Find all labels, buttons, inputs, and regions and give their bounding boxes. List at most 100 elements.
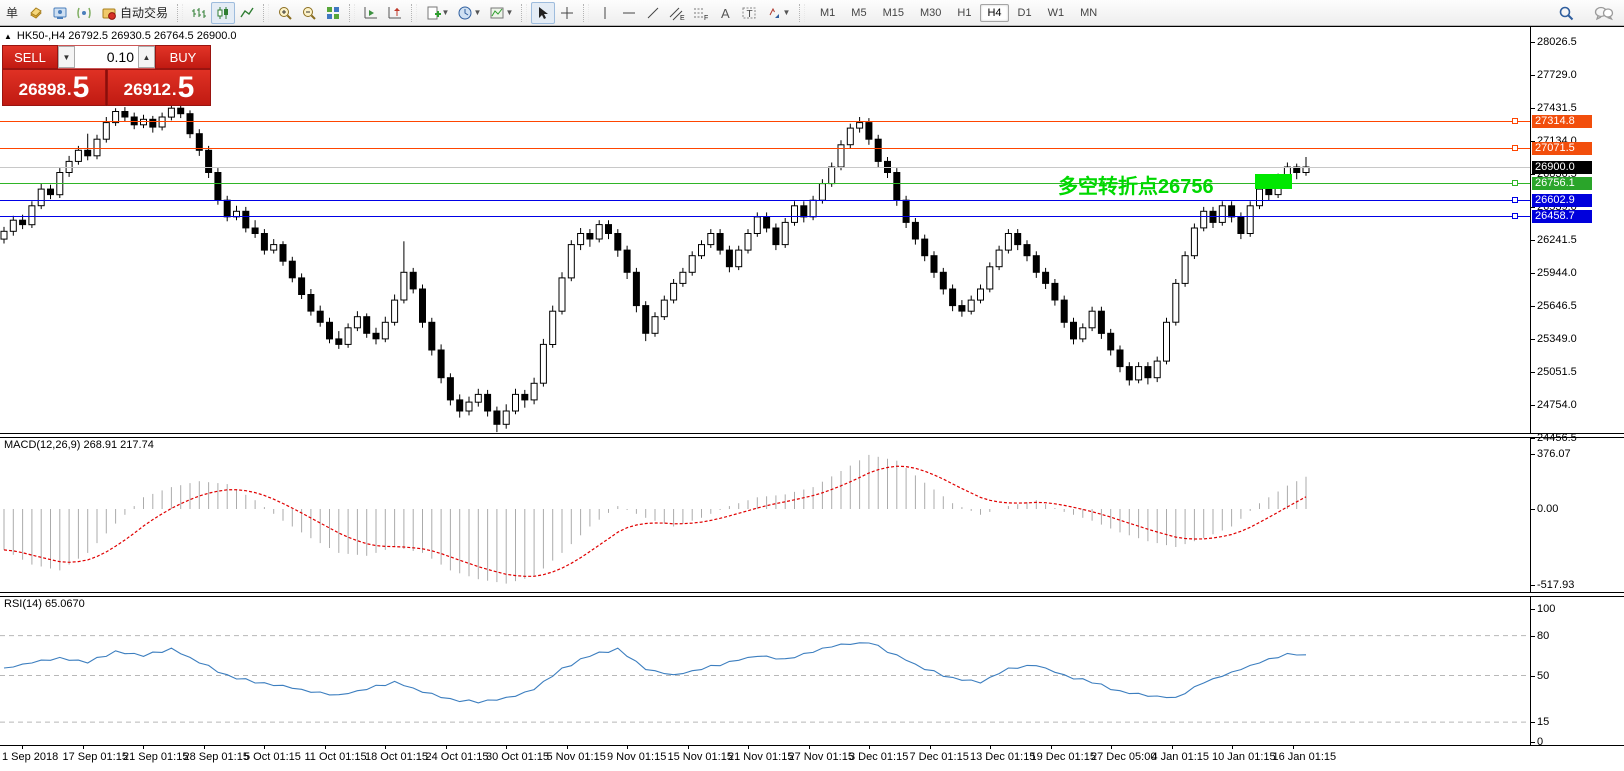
tile-windows-icon[interactable] <box>321 2 345 24</box>
chart-line-icon[interactable] <box>235 2 259 24</box>
line-handle[interactable] <box>1512 213 1518 219</box>
macd-panel[interactable] <box>0 436 1530 592</box>
horizontal-line-27071.5[interactable] <box>0 148 1530 149</box>
zoom-in-icon[interactable] <box>273 2 297 24</box>
time-axis-label: 16 Jan 01:15 <box>1272 751 1337 763</box>
autotrading-label: 自动交易 <box>120 6 169 20</box>
timeframe-h4[interactable]: H4 <box>980 3 1009 22</box>
time-axis-tick <box>990 745 991 749</box>
time-axis-label: 21 Nov 01:15 <box>728 751 794 763</box>
market-watch-icon[interactable] <box>48 2 72 24</box>
timeframe-m1[interactable]: M1 <box>820 6 836 19</box>
panel-separator[interactable] <box>0 433 1624 438</box>
search-icon[interactable] <box>1554 2 1578 24</box>
chat-icon[interactable] <box>1592 2 1616 24</box>
sell-price[interactable]: 26898. 5 <box>2 69 106 106</box>
time-axis-tick <box>929 745 931 749</box>
text-icon[interactable]: A <box>713 2 737 24</box>
chart-area[interactable]: ▲ HK50-,H4 26792.5 26930.5 26764.5 26900… <box>0 26 1624 771</box>
order-book-icon[interactable] <box>24 2 48 24</box>
rsi-axis-label: 0 <box>1537 736 1544 748</box>
time-axis-tick <box>808 745 810 749</box>
horizontal-line-26458.7[interactable] <box>0 216 1530 217</box>
price-axis-label: 25051.5 <box>1537 366 1577 378</box>
timeframe-m5[interactable]: M5 <box>851 6 867 19</box>
auto-scroll-icon[interactable] <box>359 2 383 24</box>
panel-separator[interactable] <box>0 592 1624 597</box>
macd-label: MACD(12,26,9) 268.91 217.74 <box>4 439 154 451</box>
price-line-tag: 27314.8 <box>1532 115 1592 128</box>
macd-axis-label: 376.07 <box>1537 448 1571 460</box>
price-axis-label: 24456.5 <box>1537 432 1577 444</box>
timeframe-w1[interactable]: W1 <box>1047 6 1065 19</box>
time-axis-label: 11 Oct 01:15 <box>304 751 367 763</box>
sell-button[interactable]: SELL <box>2 45 58 69</box>
time-axis-tick <box>264 745 265 749</box>
horizontal-line-27314.8[interactable] <box>0 121 1530 122</box>
horizontal-line-26602.9[interactable] <box>0 200 1530 201</box>
signals-icon[interactable] <box>72 2 96 24</box>
volume-down-button[interactable]: ▼ <box>58 46 75 68</box>
autotrading-button[interactable]: 自动交易 <box>96 2 173 24</box>
toolbar-separator <box>583 3 590 22</box>
time-axis-label: 19 Dec 01:15 <box>1030 751 1096 763</box>
time-axis-tick <box>1050 745 1052 749</box>
chart-bars-icon[interactable] <box>187 2 211 24</box>
annotation-rectangle[interactable] <box>1255 174 1292 189</box>
zoom-out-icon[interactable] <box>297 2 321 24</box>
time-axis-label: 10 Jan 01:15 <box>1212 751 1276 763</box>
price-axis-border <box>1530 26 1531 745</box>
trendline-icon[interactable] <box>641 2 665 24</box>
rsi-panel[interactable] <box>0 595 1530 745</box>
arrows-icon[interactable]: ▼ <box>761 2 795 24</box>
new-chart-button[interactable]: ▼ <box>421 2 453 24</box>
symbol-marker-icon: ▲ <box>4 31 12 41</box>
timeframe-m15[interactable]: M15 <box>882 6 904 19</box>
time-axis-tick <box>445 745 447 749</box>
chart-shift-icon[interactable] <box>383 2 407 24</box>
timeframe-d1[interactable]: D1 <box>1017 6 1032 19</box>
new-order-label: 单 <box>5 6 18 20</box>
timeframe-h1[interactable]: H1 <box>957 6 972 19</box>
volume-input[interactable] <box>75 46 138 68</box>
buy-price[interactable]: 26912. 5 <box>107 69 211 106</box>
horizontal-line-26756.1[interactable] <box>0 183 1530 184</box>
toolbar-separator <box>177 3 184 22</box>
time-axis-label: 18 Oct 01:15 <box>365 751 428 763</box>
text-label-icon[interactable]: T <box>737 2 761 24</box>
volume-up-button[interactable]: ▲ <box>138 46 155 68</box>
price-line-tag: 27071.5 <box>1532 142 1592 155</box>
horizontal-line-26900[interactable] <box>0 167 1530 168</box>
line-handle[interactable] <box>1512 145 1518 151</box>
crosshair-icon[interactable] <box>555 2 579 24</box>
time-axis-label: 17 Sep 01:15 <box>62 751 128 763</box>
time-axis-tick <box>1111 745 1112 749</box>
macd-axis-tick <box>1530 454 1535 455</box>
rsi-axis-tick <box>1530 722 1535 724</box>
price-panel[interactable] <box>0 28 1530 433</box>
chart-candles-icon[interactable] <box>211 1 236 24</box>
timeframe-m30[interactable]: M30 <box>919 6 942 19</box>
time-axis-tick <box>324 745 326 749</box>
price-line-tag: 26900.0 <box>1532 161 1592 174</box>
chevron-down-icon: ▼ <box>505 8 514 17</box>
toolbar-separator <box>349 3 356 22</box>
buy-button[interactable]: BUY <box>155 45 211 69</box>
horizontal-line-icon[interactable] <box>617 2 641 24</box>
price-line-tag: 26458.7 <box>1532 210 1592 223</box>
timeframe-mn[interactable]: MN <box>1080 6 1098 19</box>
annotation-text[interactable]: 多空转折点26756 <box>1058 176 1214 198</box>
fibonacci-icon[interactable]: F <box>689 2 713 24</box>
periods-button[interactable]: ▼ <box>453 2 485 24</box>
line-handle[interactable] <box>1512 118 1518 124</box>
line-handle[interactable] <box>1512 197 1518 203</box>
rsi-axis-label: 100 <box>1537 603 1556 615</box>
toolbar-separator <box>263 3 270 22</box>
vertical-line-icon[interactable] <box>593 2 617 24</box>
channel-icon[interactable]: E <box>665 2 689 24</box>
cursor-icon[interactable] <box>531 1 556 24</box>
indicators-button[interactable]: ▼ <box>485 2 517 24</box>
line-handle[interactable] <box>1512 180 1518 186</box>
time-axis-label: 5 Oct 01:15 <box>244 751 301 763</box>
new-order-button[interactable]: 单 <box>0 2 24 24</box>
